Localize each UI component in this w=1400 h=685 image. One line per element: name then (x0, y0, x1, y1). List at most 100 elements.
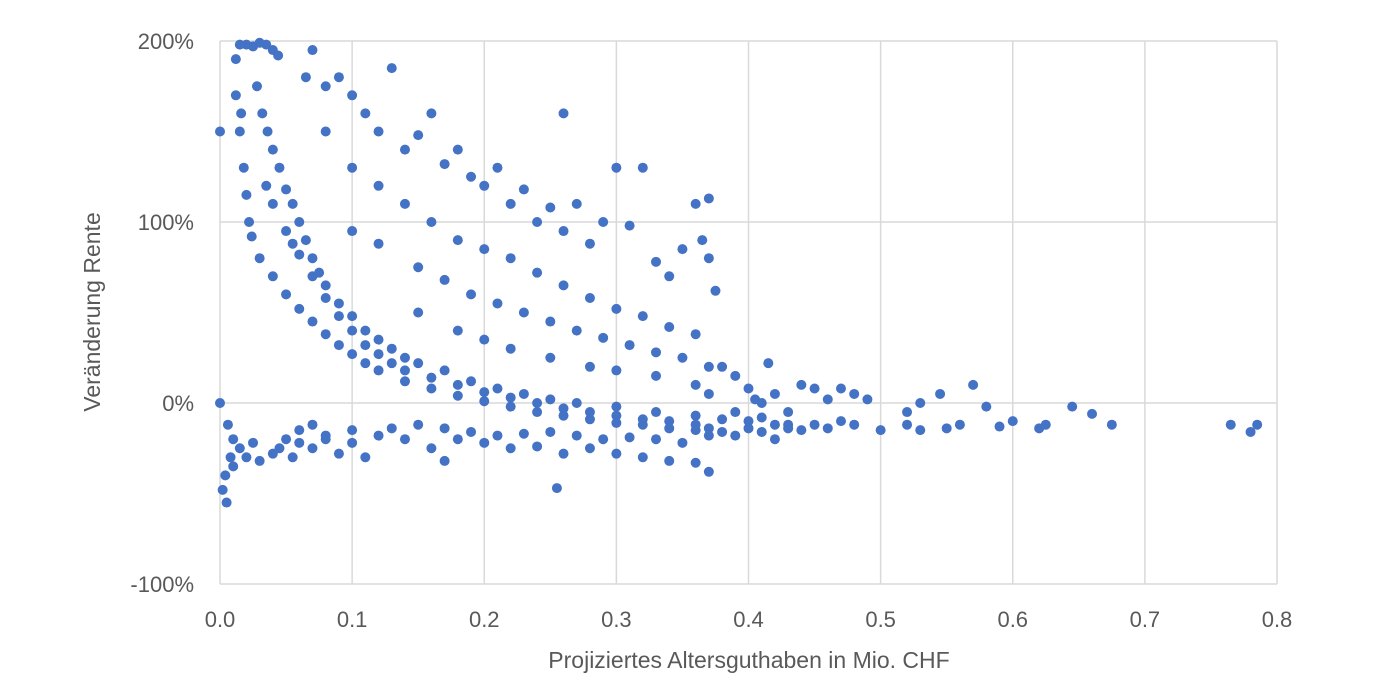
data-point (915, 425, 926, 436)
data-point (796, 425, 807, 436)
data-point (822, 423, 833, 434)
data-point (624, 432, 635, 443)
data-point (426, 443, 437, 454)
data-point (598, 217, 609, 227)
data-point (333, 298, 344, 309)
data-point (743, 416, 754, 427)
data-point (571, 398, 582, 408)
data-point (611, 162, 622, 173)
data-point (703, 253, 714, 264)
y-axis-title: Veränderung Rente (79, 212, 105, 412)
data-point (360, 452, 371, 463)
data-point (466, 376, 477, 387)
data-point (637, 452, 648, 463)
data-point (386, 358, 397, 369)
data-point (518, 388, 529, 399)
data-point (651, 370, 662, 381)
data-point (386, 423, 397, 434)
data-point (399, 198, 410, 209)
data-point (769, 388, 780, 399)
data-point (756, 412, 767, 423)
data-point (413, 307, 424, 318)
data-point (439, 365, 450, 376)
data-point (466, 289, 477, 300)
data-point (267, 448, 278, 459)
data-point (505, 198, 516, 209)
x-tick-label: 0.4 (733, 607, 764, 632)
y-tick-label: 0% (162, 391, 194, 416)
data-point (426, 217, 437, 227)
data-point (637, 162, 648, 173)
data-point (254, 455, 265, 466)
data-point (439, 159, 450, 170)
data-point (307, 316, 318, 327)
data-point (281, 434, 292, 445)
data-point (479, 387, 490, 398)
data-point (703, 388, 714, 399)
data-point (558, 280, 569, 291)
data-point (373, 180, 384, 191)
x-tick-label: 0.8 (1262, 607, 1293, 632)
x-tick-label: 0.7 (1130, 607, 1161, 632)
data-point (230, 90, 241, 101)
data-point (261, 39, 272, 50)
data-point (571, 325, 582, 336)
data-point (664, 321, 675, 332)
data-point (518, 184, 529, 195)
data-point (492, 298, 503, 309)
data-point (677, 352, 688, 363)
data-point (320, 430, 331, 441)
data-point (611, 410, 622, 421)
data-point (281, 289, 292, 300)
data-point (215, 398, 225, 408)
data-point (320, 293, 331, 304)
data-point (637, 311, 648, 322)
data-point (849, 419, 860, 430)
data-point (710, 285, 721, 296)
data-point (809, 419, 820, 430)
data-point (532, 217, 543, 227)
data-point (809, 383, 820, 394)
data-point (333, 340, 344, 351)
data-point (399, 144, 410, 155)
data-point (545, 316, 556, 327)
data-point (664, 416, 675, 427)
data-point (267, 271, 278, 282)
data-point (452, 325, 463, 336)
data-point (248, 437, 259, 448)
data-point (637, 419, 648, 430)
data-point (254, 253, 265, 264)
data-point (492, 430, 503, 441)
data-point (835, 416, 846, 427)
data-point (717, 426, 728, 437)
data-point (347, 311, 358, 322)
data-point (598, 434, 609, 445)
data-point (651, 434, 662, 445)
gridlines (219, 40, 1278, 585)
data-point (230, 54, 241, 65)
data-point (730, 430, 741, 441)
data-point (935, 388, 946, 399)
data-point (835, 383, 846, 394)
data-point (452, 434, 463, 445)
data-point (545, 202, 556, 213)
data-point (690, 410, 701, 421)
data-point (796, 379, 807, 390)
data-point (287, 198, 298, 209)
data-point (1087, 408, 1098, 419)
data-point (558, 226, 569, 237)
data-point (267, 198, 278, 209)
data-point (505, 343, 516, 354)
data-point (505, 401, 516, 412)
data-point (690, 329, 701, 340)
data-point (251, 81, 262, 92)
data-point (690, 379, 701, 390)
data-point (584, 414, 595, 425)
data-point (479, 437, 490, 448)
data-point (611, 303, 622, 314)
data-point (1106, 419, 1117, 430)
data-point (267, 144, 278, 155)
data-point (769, 419, 780, 430)
data-point (690, 425, 701, 436)
data-point (690, 198, 701, 209)
